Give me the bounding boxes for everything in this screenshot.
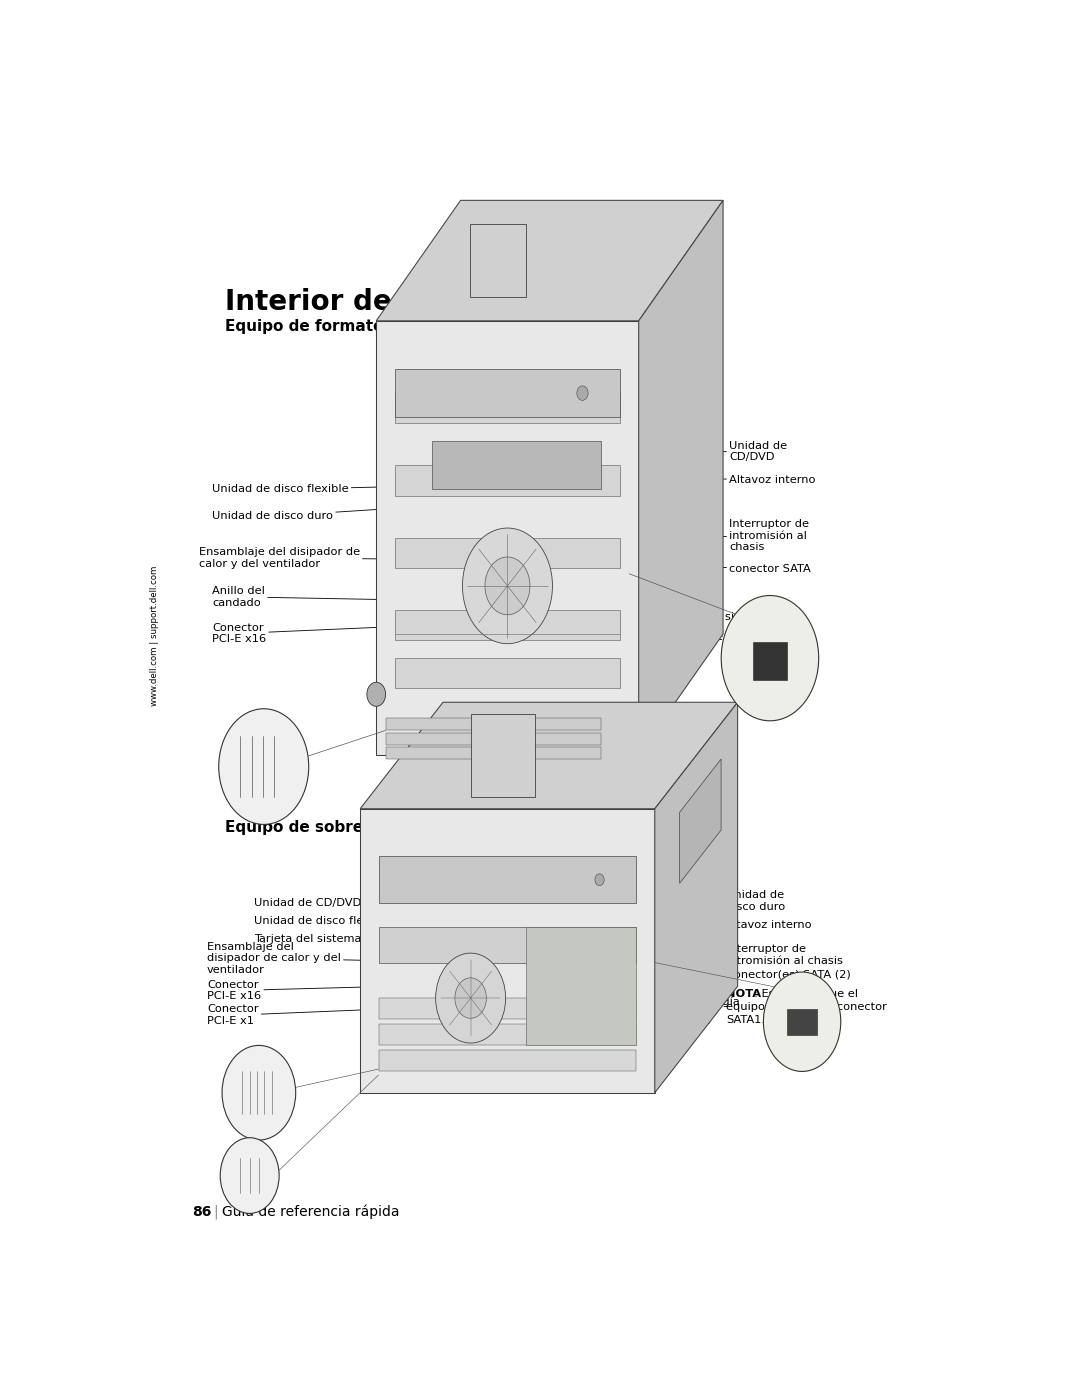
Polygon shape [376, 321, 638, 754]
Circle shape [220, 1137, 279, 1214]
Text: Unidad de CD/DVD: Unidad de CD/DVD [254, 898, 441, 908]
Polygon shape [526, 928, 636, 1045]
Text: |: | [213, 1204, 218, 1220]
Text: Conector
PCI-E x1: Conector PCI-E x1 [207, 1004, 389, 1025]
Text: Ensamblaje del disipador de
calor y del ventilador: Ensamblaje del disipador de calor y del … [199, 548, 423, 569]
Text: Suministro de energía: Suministro de energía [555, 993, 740, 1007]
Text: Unidad de disco flexible: Unidad de disco flexible [212, 485, 423, 495]
Text: Interruptor de
intromisión al
chasis: Interruptor de intromisión al chasis [629, 518, 809, 552]
Text: conector SATA: conector SATA [631, 564, 811, 574]
Text: Unidad de
disco duro: Unidad de disco duro [620, 890, 785, 912]
Polygon shape [395, 393, 620, 423]
Polygon shape [395, 465, 620, 496]
Polygon shape [386, 747, 602, 760]
Text: Tarjeta del sistema: Tarjeta del sistema [570, 610, 770, 622]
Circle shape [721, 595, 819, 721]
Polygon shape [432, 441, 602, 489]
Text: Suministro de energía: Suministro de energía [562, 629, 770, 641]
Polygon shape [395, 610, 620, 640]
Text: altavoz interno: altavoz interno [620, 921, 811, 930]
Polygon shape [379, 928, 636, 963]
Text: NOTA: NOTA [726, 989, 761, 999]
Text: : Es posible que el: : Es posible que el [754, 989, 858, 999]
Polygon shape [386, 733, 602, 745]
Text: 86: 86 [192, 1206, 212, 1220]
Polygon shape [379, 997, 636, 1020]
Polygon shape [638, 200, 724, 754]
Polygon shape [386, 718, 602, 731]
Text: Interior de su equipo: Interior de su equipo [226, 288, 555, 316]
Text: Equipo de formato pequeño: Equipo de formato pequeño [226, 320, 463, 334]
Polygon shape [395, 369, 620, 418]
Polygon shape [379, 1051, 636, 1071]
Polygon shape [471, 714, 535, 796]
Text: Conector
PCI-E x16: Conector PCI-E x16 [212, 623, 411, 644]
Text: Interruptor de
intromisión al chasis: Interruptor de intromisión al chasis [642, 944, 842, 965]
Circle shape [222, 1045, 296, 1140]
Polygon shape [470, 225, 526, 296]
Circle shape [455, 978, 486, 1018]
Circle shape [367, 682, 386, 707]
Text: Anillo del
candado: Anillo del candado [212, 585, 411, 608]
Circle shape [462, 528, 553, 644]
Text: Equipo de sobremesa pequeño: Equipo de sobremesa pequeño [226, 820, 489, 834]
Text: Armazón de tarjetas: Armazón de tarjetas [543, 1011, 711, 1025]
Circle shape [595, 875, 604, 886]
Text: Ensamblaje del
disipador de calor y del
ventilador: Ensamblaje del disipador de calor y del … [207, 942, 416, 975]
Polygon shape [379, 1024, 636, 1045]
Circle shape [219, 708, 309, 824]
Text: Unidad de disco flexible: Unidad de disco flexible [254, 915, 436, 926]
Text: equipo no tenga el conector: equipo no tenga el conector [726, 1002, 887, 1011]
Text: Guía de referencia rápida: Guía de referencia rápida [222, 1204, 400, 1220]
Circle shape [435, 953, 505, 1044]
Text: www.dell.com | support.dell.com: www.dell.com | support.dell.com [150, 566, 159, 705]
Polygon shape [376, 200, 724, 321]
Text: Conector(es) SATA (2): Conector(es) SATA (2) [644, 970, 851, 979]
Circle shape [577, 386, 589, 401]
Text: Tarjeta del sistema: Tarjeta del sistema [254, 935, 427, 944]
Polygon shape [753, 643, 786, 680]
Polygon shape [654, 703, 738, 1092]
Polygon shape [395, 538, 620, 567]
Text: Unidad de disco duro: Unidad de disco duro [212, 507, 423, 521]
Text: Altavoz interno: Altavoz interno [591, 475, 815, 485]
Polygon shape [360, 809, 654, 1092]
Polygon shape [787, 1009, 818, 1035]
Text: Conector
PCI-E x16: Conector PCI-E x16 [207, 979, 394, 1002]
Text: SATA1.: SATA1. [726, 1014, 765, 1024]
Polygon shape [679, 759, 721, 883]
Text: Unidad de
CD/DVD: Unidad de CD/DVD [583, 441, 787, 462]
Polygon shape [395, 658, 620, 689]
Polygon shape [379, 856, 636, 904]
Circle shape [485, 557, 530, 615]
Circle shape [764, 972, 840, 1071]
Polygon shape [360, 703, 738, 809]
